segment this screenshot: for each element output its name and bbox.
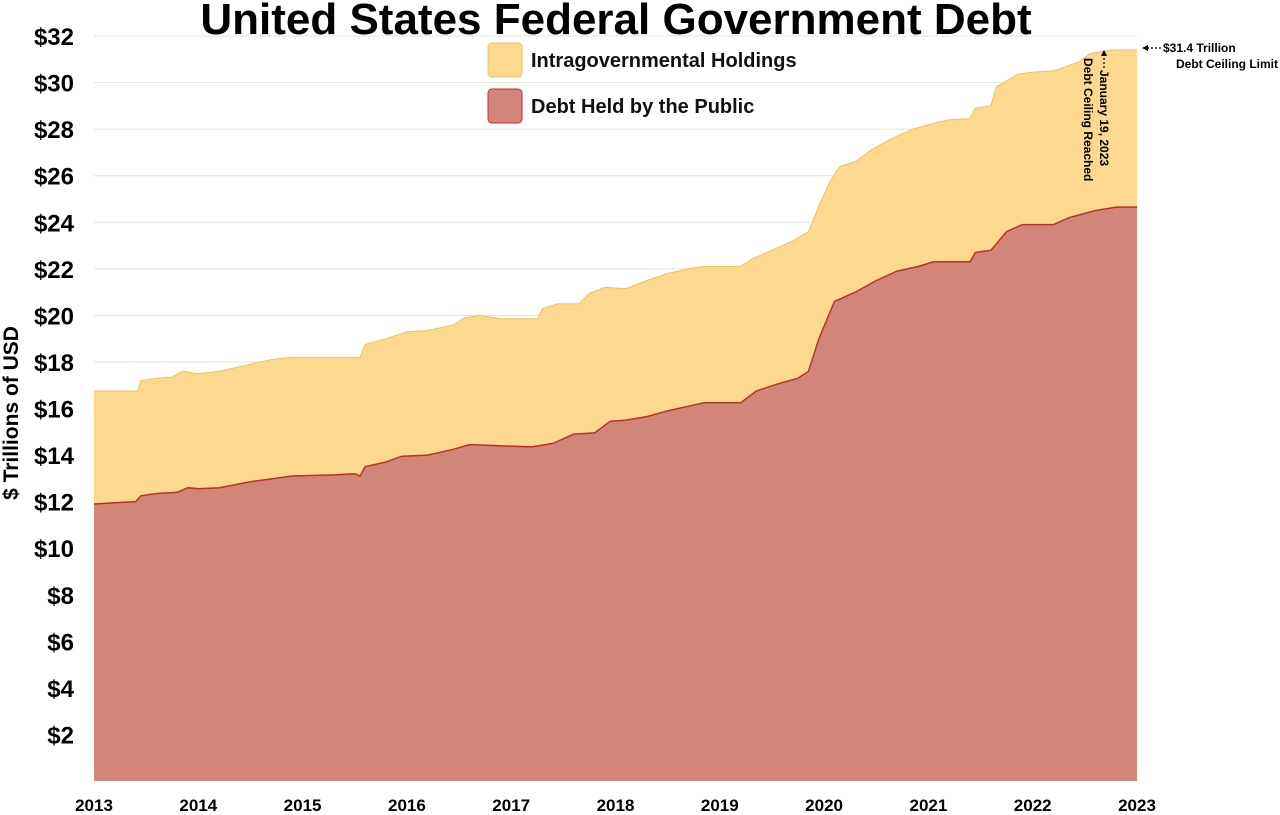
x-axis-ticks: 2013 2014 2015 2016 2017 2018 2019 2020 2021 2022… — [75, 796, 1156, 815]
y-axis-label: $ Trillions of USD — [0, 326, 23, 500]
x-tick-label: 2017 — [492, 796, 530, 815]
legend-swatch-debt-held-by-public — [487, 88, 523, 124]
x-tick-label: 2015 — [284, 796, 322, 815]
chart-title: United States Federal Government Debt — [200, 0, 1032, 44]
y-tick-label: $30 — [34, 71, 74, 98]
y-tick-label: $28 — [34, 117, 74, 144]
y-tick-label: $20 — [34, 303, 74, 330]
y-tick-label: $2 — [47, 722, 74, 749]
x-tick-label: 2021 — [909, 796, 947, 815]
x-tick-label: 2019 — [701, 796, 739, 815]
annotation-ceiling-amount: $31.4 Trillion — [1163, 41, 1236, 55]
line-intragovernmental-holdings — [94, 49, 1137, 392]
area-debt-held-by-public — [94, 207, 1137, 782]
legend-label-intragovernmental-holdings: Intragovernmental Holdings — [531, 50, 797, 72]
y-tick-label: $26 — [34, 164, 74, 191]
debt-ceiling-annotation: $31.4 Trillion Debt Ceiling Limit Januar… — [1081, 41, 1278, 181]
y-axis-ticks: $2 $4 $6 $8 $10 $12 $14 $16 $18 $20 $22 $24 $26 $28 $3… — [34, 24, 75, 749]
y-tick-label: $24 — [34, 210, 75, 237]
y-tick-label: $4 — [47, 676, 74, 703]
y-tick-label: $14 — [34, 443, 75, 470]
x-tick-label: 2013 — [75, 796, 113, 815]
y-tick-label: $18 — [34, 350, 74, 377]
y-tick-label: $22 — [34, 257, 74, 284]
annotation-ceiling-label: Debt Ceiling Limit — [1176, 57, 1278, 71]
x-tick-label: 2023 — [1118, 796, 1156, 815]
x-tick-label: 2020 — [805, 796, 843, 815]
y-tick-label: $12 — [34, 490, 74, 517]
x-tick-label: 2022 — [1014, 796, 1052, 815]
legend: Intragovernmental Holdings Debt Held by … — [487, 42, 797, 124]
line-debt-held-by-public — [93, 206, 1137, 505]
legend-label-debt-held-by-public: Debt Held by the Public — [531, 96, 754, 118]
y-tick-label: $32 — [34, 24, 74, 51]
x-tick-label: 2018 — [597, 796, 635, 815]
x-tick-label: 2016 — [388, 796, 426, 815]
x-tick-label: 2014 — [179, 796, 217, 815]
y-tick-label: $6 — [47, 629, 74, 656]
annotation-reached-label: Debt Ceiling Reached — [1081, 58, 1095, 181]
y-tick-label: $16 — [34, 397, 74, 424]
annotation-reached-date: January 19, 2023 — [1097, 70, 1111, 166]
area-intragovernmental-holdings — [94, 50, 1137, 504]
legend-swatch-intragovernmental-holdings — [487, 42, 523, 78]
y-tick-label: $10 — [34, 536, 74, 563]
y-tick-label: $8 — [47, 583, 74, 610]
ceiling-arrow-head — [1142, 45, 1148, 51]
reached-arrow-head — [1101, 50, 1107, 56]
